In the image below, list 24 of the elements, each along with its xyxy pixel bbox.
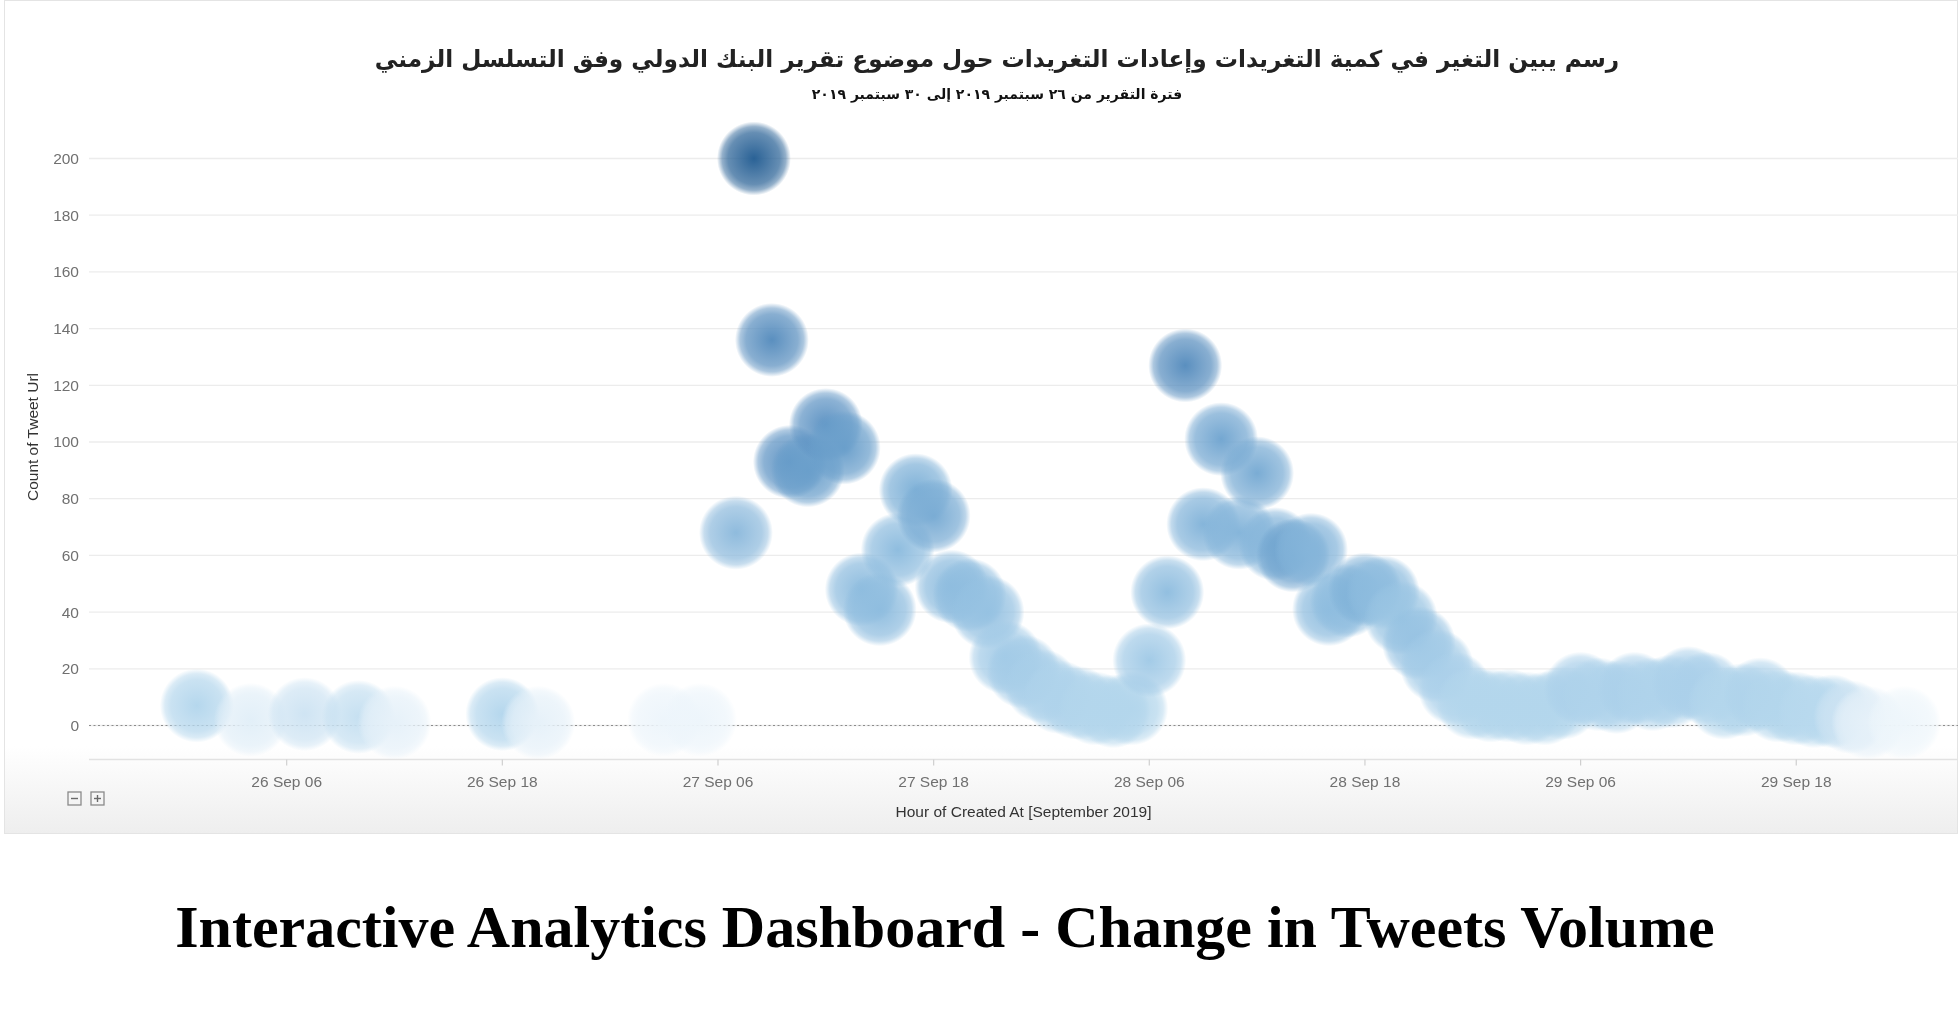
x-tick-label: 29 Sep 18 (1760, 773, 1832, 790)
y-tick-label: 160 (53, 263, 80, 281)
x-tick-label: 28 Sep 18 (1329, 773, 1401, 790)
y-tick-label: 120 (53, 376, 80, 394)
x-tick-label: 27 Sep 18 (898, 773, 969, 790)
y-tick-label: 80 (61, 490, 80, 508)
x-axis-title: Hour of Created At [September 2019] (895, 803, 1152, 820)
chart-title: رسم يبين التغير في كمية التغريدات وإعادات التغريدات حول موضوع تقرير البنك الدولي وفق التسلسل الزمني (374, 45, 1620, 73)
y-tick-label: 200 (53, 150, 80, 167)
y-tick-label: 20 (61, 660, 80, 678)
x-tick-label: 29 Sep 06 (1545, 773, 1616, 790)
y-axis-title: Count of Tweet Url (24, 372, 41, 502)
y-tick-label: 140 (53, 320, 80, 338)
y-tick-label: 60 (61, 546, 80, 564)
y-tick-label: 40 (61, 603, 80, 621)
y-tick-label: 0 (70, 716, 80, 734)
x-tick-label: 26 Sep 18 (466, 773, 538, 790)
chart-subtitle: فترة التقرير من ٢٦ سبتمبر ٢٠١٩ إلى ٣٠ سبتمبر ٢٠١٩ (811, 86, 1183, 103)
x-tick-label: 28 Sep 06 (1113, 773, 1185, 790)
text: Interactive Analytics Dashboard - Change in Tweets Volume (175, 894, 1715, 960)
y-tick-label: 180 (53, 206, 80, 224)
y-tick-label: 100 (53, 433, 80, 451)
x-tick-label: 26 Sep 06 (251, 773, 323, 790)
x-tick-label: 27 Sep 06 (682, 773, 754, 790)
